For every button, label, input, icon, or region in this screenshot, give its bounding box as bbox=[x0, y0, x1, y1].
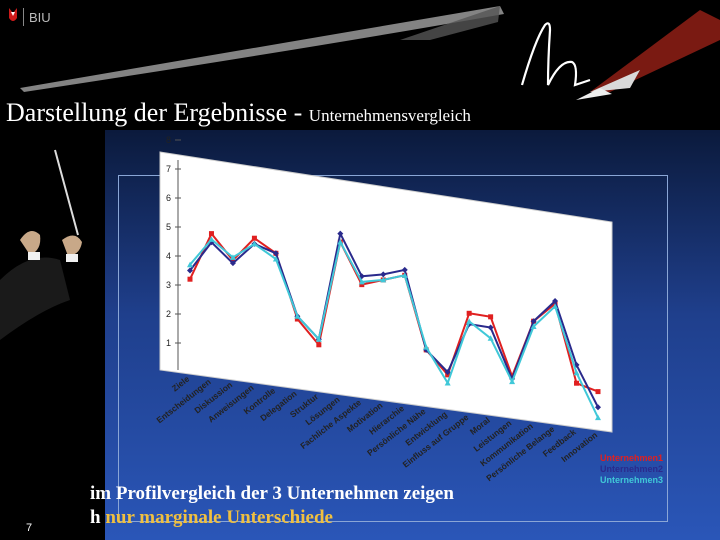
chart-frame bbox=[118, 175, 668, 522]
series-line bbox=[189, 237, 599, 419]
fountain-pen-icon bbox=[576, 10, 720, 100]
caption-line-1: im Profilvergleich der 3 Unternehmen zei… bbox=[90, 483, 454, 504]
data-point bbox=[187, 276, 193, 282]
y-tick-label: 5 bbox=[166, 222, 171, 232]
baton bbox=[54, 149, 79, 236]
caption-highlight: nur marginale Unterschiede bbox=[105, 507, 333, 528]
data-point bbox=[574, 380, 580, 386]
legend-entry: Unternehmen3 bbox=[600, 475, 663, 485]
data-point bbox=[337, 230, 344, 237]
legend-entry: Unternehmen2 bbox=[600, 464, 663, 474]
title-separator: - bbox=[287, 98, 309, 127]
data-point bbox=[337, 239, 344, 245]
data-point bbox=[552, 298, 559, 305]
legend-entry: Unternehmen1 bbox=[600, 453, 663, 463]
data-point bbox=[530, 323, 537, 329]
caption-line-2: h nur marginale Unterschiede bbox=[90, 506, 650, 530]
data-point bbox=[294, 313, 301, 319]
hand-right bbox=[62, 235, 82, 256]
data-point bbox=[509, 378, 516, 385]
data-point bbox=[573, 369, 580, 376]
signature-scribble bbox=[520, 22, 591, 87]
data-point bbox=[251, 240, 258, 247]
data-point bbox=[444, 369, 451, 376]
data-point bbox=[423, 344, 430, 350]
y-axis-ticks: 1 2 3 4 5 6 7 8 bbox=[166, 135, 181, 348]
header-swoosh bbox=[20, 6, 720, 100]
y-tick-label: 7 bbox=[166, 164, 171, 174]
y-tick-label: 8 bbox=[166, 135, 171, 145]
data-point bbox=[208, 236, 215, 242]
caption: im Profilvergleich der 3 Unternehmen zei… bbox=[90, 482, 650, 530]
data-point bbox=[401, 266, 408, 273]
data-point bbox=[272, 255, 279, 262]
data-point bbox=[466, 310, 472, 316]
data-point bbox=[187, 267, 193, 274]
chart-panel bbox=[159, 151, 613, 433]
data-point bbox=[595, 389, 601, 395]
data-point bbox=[208, 231, 214, 237]
hand-left bbox=[20, 231, 41, 255]
title-main: Darstellung der Ergebnisse bbox=[6, 98, 288, 127]
data-point bbox=[595, 404, 601, 411]
y-tick-label: 6 bbox=[166, 193, 171, 203]
y-tick-label: 2 bbox=[166, 309, 171, 319]
data-point bbox=[229, 254, 236, 260]
data-point bbox=[359, 282, 365, 288]
page-number: 7 bbox=[26, 522, 33, 534]
data-point bbox=[487, 324, 494, 331]
caption-line-2-prefix: h bbox=[90, 507, 101, 528]
data-point bbox=[595, 414, 601, 421]
title-sub: Unternehmensvergleich bbox=[308, 106, 471, 125]
conductor-image bbox=[0, 149, 82, 340]
data-point bbox=[316, 342, 322, 348]
data-point bbox=[488, 314, 494, 320]
data-point bbox=[229, 260, 236, 267]
slide-title: Darstellung der Ergebnisse - Unternehmen… bbox=[6, 98, 471, 128]
series-lines bbox=[187, 230, 601, 421]
y-tick-label: 3 bbox=[166, 280, 171, 290]
data-point bbox=[358, 278, 365, 285]
logo-text: BIU bbox=[29, 10, 51, 25]
data-point bbox=[530, 318, 537, 325]
data-point bbox=[444, 379, 451, 386]
data-point bbox=[315, 336, 322, 342]
data-point bbox=[466, 318, 473, 324]
data-point bbox=[552, 303, 559, 309]
y-tick-label: 1 bbox=[166, 338, 171, 348]
data-point bbox=[272, 250, 279, 257]
data-point bbox=[251, 235, 257, 241]
series-3 bbox=[187, 236, 601, 421]
biu-logo: BIU bbox=[9, 8, 51, 26]
data-point bbox=[187, 261, 193, 268]
data-point bbox=[380, 271, 387, 278]
data-point bbox=[380, 276, 387, 283]
y-tick-label: 4 bbox=[166, 251, 171, 261]
data-point bbox=[487, 335, 494, 341]
data-point bbox=[401, 272, 408, 278]
